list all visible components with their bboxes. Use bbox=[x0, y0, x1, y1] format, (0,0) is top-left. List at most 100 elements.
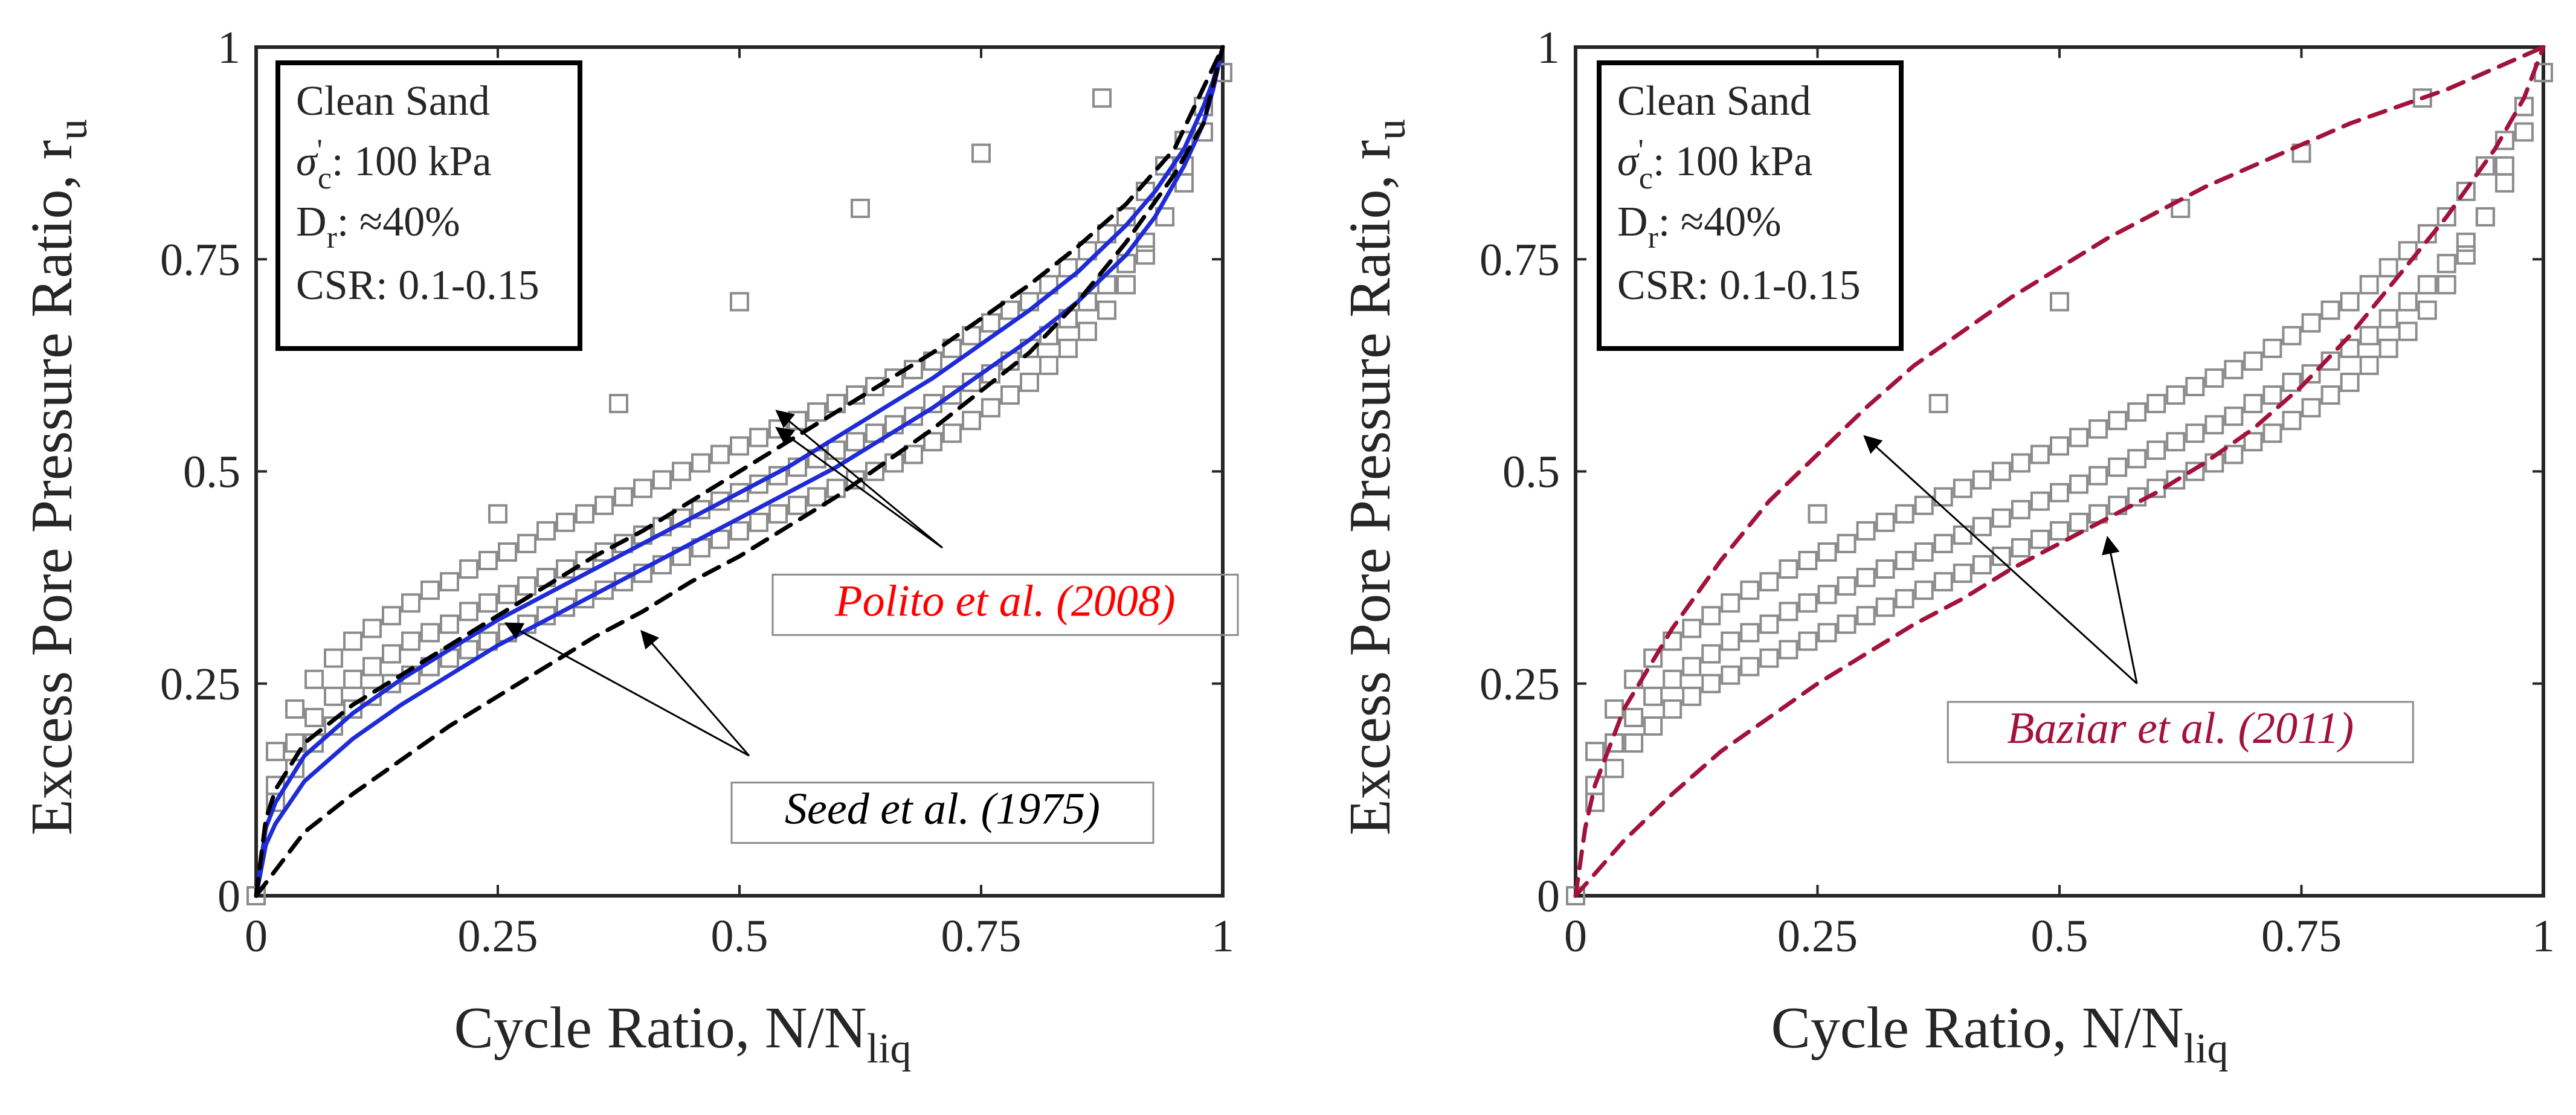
data-point bbox=[2378, 338, 2398, 358]
series-line bbox=[254, 45, 1225, 898]
data-point bbox=[1953, 564, 1972, 583]
data-point bbox=[2456, 233, 2476, 252]
data-point bbox=[884, 368, 904, 388]
y-tick-label: 0.5 bbox=[1502, 447, 1560, 498]
data-point bbox=[2011, 500, 2030, 519]
data-point bbox=[1798, 593, 1818, 613]
data-point bbox=[2224, 359, 2244, 379]
data-point bbox=[962, 372, 981, 392]
data-point bbox=[2166, 432, 2186, 452]
data-point bbox=[382, 673, 401, 693]
data-point bbox=[942, 423, 962, 443]
y-tick-label: 1 bbox=[217, 22, 240, 73]
data-point bbox=[2456, 181, 2476, 201]
data-point bbox=[2340, 372, 2360, 392]
right-info-csr: CSR: 0.1-0.15 bbox=[1617, 262, 1861, 309]
data-point bbox=[1914, 495, 1934, 515]
data-point bbox=[1740, 623, 1760, 643]
data-point bbox=[1624, 707, 1644, 727]
data-point bbox=[2050, 521, 2069, 541]
data-point bbox=[710, 491, 730, 511]
data-point bbox=[1914, 580, 1934, 600]
data-point bbox=[1643, 648, 1663, 668]
data-point bbox=[1000, 385, 1020, 405]
data-point bbox=[2320, 385, 2340, 405]
data-point bbox=[1078, 321, 1097, 341]
data-point bbox=[2398, 321, 2418, 341]
data-point bbox=[594, 542, 614, 562]
data-point bbox=[807, 487, 826, 507]
data-point bbox=[2166, 385, 2186, 405]
data-point bbox=[2204, 415, 2224, 435]
data-point bbox=[1933, 533, 1953, 553]
data-point bbox=[691, 453, 710, 473]
data-point bbox=[1663, 699, 1682, 719]
data-point bbox=[1837, 614, 1856, 634]
data-point bbox=[420, 623, 440, 643]
data-point bbox=[1585, 792, 1605, 812]
series-line bbox=[254, 45, 1225, 898]
callout-arrow bbox=[775, 426, 943, 549]
data-point bbox=[1759, 572, 1779, 592]
right-info-title: Clean Sand bbox=[1617, 78, 1811, 124]
data-point bbox=[1933, 487, 1953, 507]
data-point bbox=[2108, 411, 2128, 431]
data-point bbox=[2069, 474, 2089, 494]
right-info-box: Clean Sand σ' c: 100 kPa Dr: ≈40% CSR: 0.… bbox=[1597, 60, 1904, 351]
data-point bbox=[459, 640, 478, 660]
y-tick-label: 0.75 bbox=[160, 234, 240, 285]
data-point bbox=[2359, 326, 2379, 345]
data-point bbox=[1585, 742, 1605, 762]
data-point bbox=[609, 394, 628, 414]
data-point bbox=[1701, 606, 1721, 626]
data-point bbox=[362, 657, 382, 676]
data-point bbox=[710, 445, 730, 464]
left-info-title: Clean Sand bbox=[296, 78, 490, 124]
data-point bbox=[2243, 351, 2263, 371]
data-point bbox=[730, 483, 749, 503]
data-point bbox=[2030, 529, 2050, 549]
data-point bbox=[2127, 402, 2147, 422]
data-point bbox=[382, 606, 401, 626]
data-point bbox=[1875, 559, 1895, 579]
left-x-axis-subscript: liq bbox=[867, 1026, 912, 1072]
data-point bbox=[826, 440, 846, 460]
y-tick-label: 0 bbox=[1537, 871, 1560, 922]
data-point bbox=[1991, 508, 2011, 528]
data-point bbox=[962, 411, 981, 431]
data-point bbox=[1817, 585, 1837, 605]
data-point bbox=[2282, 326, 2302, 345]
data-point bbox=[324, 686, 343, 706]
data-point bbox=[923, 432, 942, 452]
data-point bbox=[1663, 631, 1682, 651]
data-point bbox=[710, 529, 730, 549]
left-x-axis-label: Cycle Ratio, N/Nliq bbox=[454, 995, 911, 1072]
data-point bbox=[2146, 394, 2166, 414]
data-point bbox=[2301, 313, 2321, 333]
data-point bbox=[1759, 648, 1779, 668]
data-point bbox=[1643, 686, 1663, 706]
data-point bbox=[536, 521, 556, 541]
data-point bbox=[2282, 372, 2302, 392]
right-info-stress: σ' c: 100 kPa bbox=[1617, 133, 1812, 196]
data-point bbox=[2127, 449, 2147, 469]
data-point bbox=[971, 143, 991, 163]
data-point bbox=[1020, 372, 1039, 392]
data-point bbox=[362, 619, 382, 638]
callout-label: Baziar et al. (2011) bbox=[2007, 704, 2354, 753]
data-point bbox=[343, 631, 362, 651]
right-y-axis-subscript: u bbox=[1368, 119, 1414, 140]
data-point bbox=[517, 576, 536, 596]
callout-box bbox=[730, 782, 1154, 844]
data-point bbox=[1643, 716, 1663, 736]
data-point bbox=[324, 648, 343, 668]
data-point bbox=[1875, 512, 1895, 532]
data-point bbox=[2436, 275, 2456, 295]
data-point bbox=[1856, 606, 1876, 626]
data-point bbox=[1856, 568, 1876, 588]
data-point bbox=[2378, 309, 2398, 329]
series-line bbox=[254, 45, 1225, 898]
right-x-axis-subscript: liq bbox=[2184, 1026, 2229, 1072]
data-point bbox=[594, 580, 614, 600]
data-point bbox=[1092, 88, 1112, 108]
